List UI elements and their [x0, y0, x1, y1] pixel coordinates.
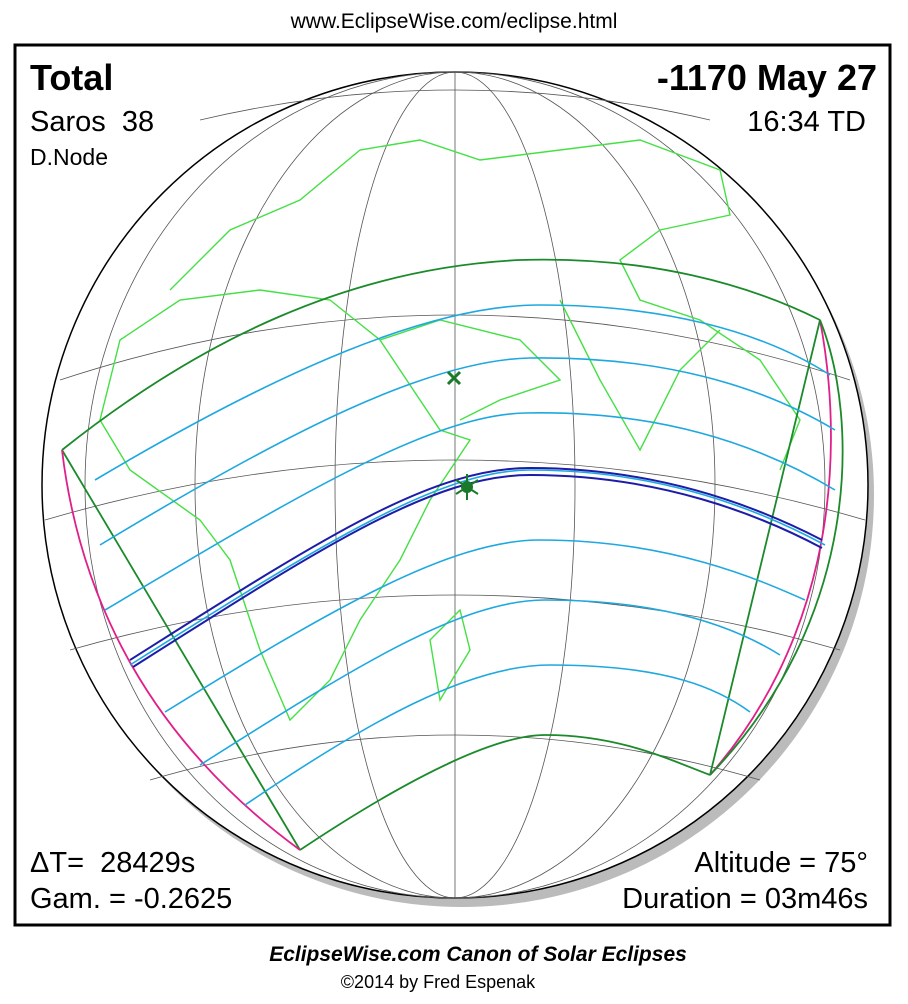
globe — [41, 71, 874, 907]
delta-t: ΔT= 28429s — [30, 847, 195, 879]
land — [99, 139, 801, 722]
eclipse-path — [61, 258, 844, 851]
url: www.EclipseWise.com/eclipse.html — [290, 10, 618, 33]
eclipse-date: -1170 May 27 — [657, 57, 877, 98]
copyright: ©2014 by Fred Espenak — [341, 972, 536, 992]
eclipse-type: Total — [30, 57, 113, 98]
footer-title: EclipseWise.com Canon of Solar Eclipses — [269, 943, 687, 966]
duration: Duration = 03m46s — [622, 883, 868, 915]
saros: Saros 38 — [30, 106, 154, 138]
time: 16:34 TD — [747, 106, 866, 138]
node: D.Node — [30, 144, 108, 170]
altitude: Altitude = 75° — [694, 847, 868, 879]
gamma: Gam. = -0.2625 — [30, 883, 232, 915]
